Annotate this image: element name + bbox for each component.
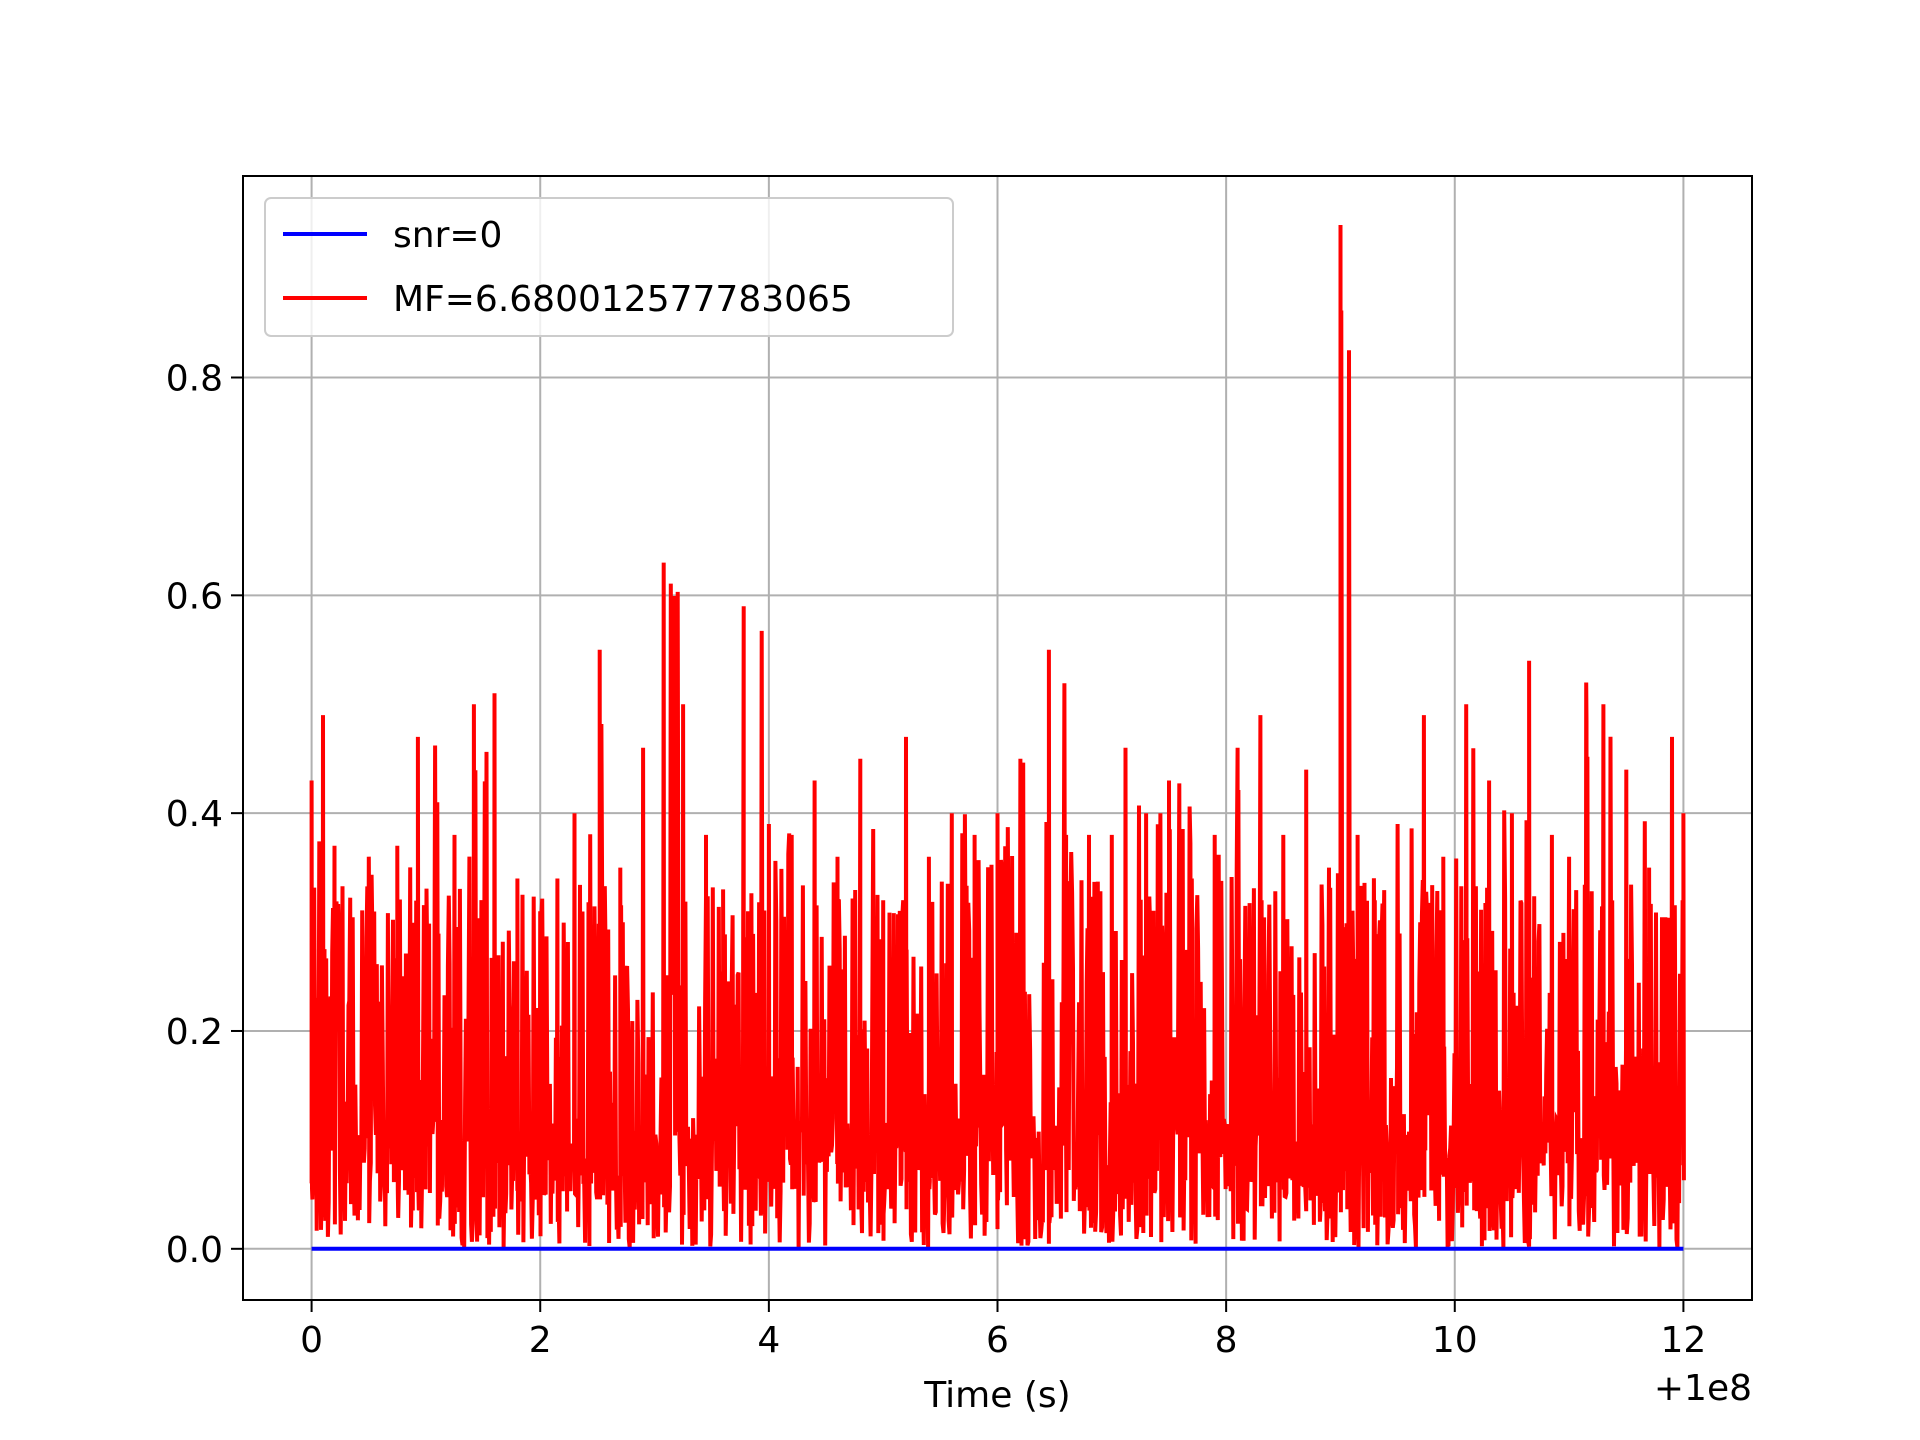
y-tick-label: 0.4 xyxy=(166,794,223,835)
y-tick-label: 0.8 xyxy=(166,358,223,399)
x-tick-label: 2 xyxy=(529,1320,552,1361)
legend-label-mf: MF=6.680012577783065 xyxy=(393,279,853,320)
series-layer xyxy=(309,224,1686,1251)
x-offset-label: +1e8 xyxy=(1654,1368,1752,1409)
x-tick-label: 4 xyxy=(757,1320,780,1361)
legend-label-snr: snr=0 xyxy=(393,215,502,256)
y-tick-label: 0.0 xyxy=(166,1230,223,1271)
x-axis-label: Time (s) xyxy=(923,1375,1070,1416)
series-line-mf xyxy=(309,224,1686,1249)
x-tick-label: 6 xyxy=(986,1320,1009,1361)
legend: snr=0 MF=6.680012577783065 xyxy=(264,197,954,337)
y-tick-label: 0.2 xyxy=(166,1012,223,1053)
x-tick-label: 10 xyxy=(1432,1320,1478,1361)
x-tick-label: 0 xyxy=(300,1320,323,1361)
ticks: 0 2 4 6 8 10 12 0.0 0.2 0.4 0.6 0.8 xyxy=(166,358,1707,1361)
y-tick-label: 0.6 xyxy=(166,576,223,617)
x-tick-label: 12 xyxy=(1661,1320,1707,1361)
x-tick-label: 8 xyxy=(1215,1320,1238,1361)
legend-box xyxy=(264,197,954,337)
